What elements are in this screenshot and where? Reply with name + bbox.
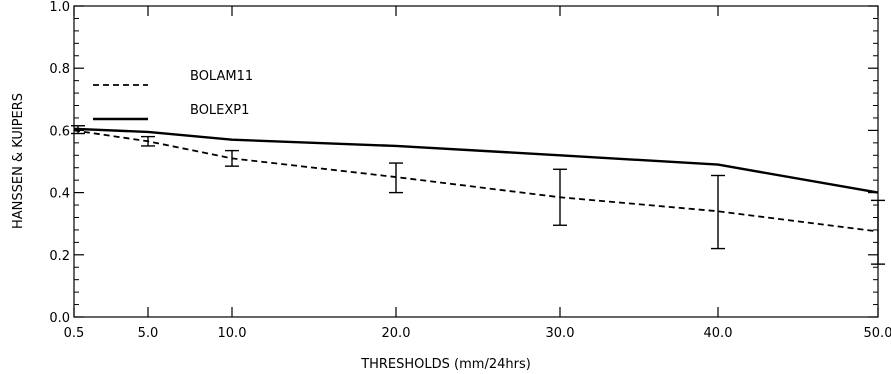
legend-label-bolexp1: BOLEXP1: [190, 103, 249, 118]
y-tick-label: 0.6: [49, 124, 70, 139]
x-tick-label: 40.0: [704, 326, 733, 341]
x-axis-title: THRESHOLDS (mm/24hrs): [360, 357, 531, 372]
x-tick-label: 10.0: [218, 326, 247, 341]
x-tick-label: 0.5: [64, 326, 85, 341]
series-line-bolam11: [73, 129, 879, 233]
x-tick-label: 20.0: [382, 326, 411, 341]
plot-frame: [73, 5, 879, 318]
x-tick-label: 50.0: [864, 326, 891, 341]
y-tick-label: 0.8: [49, 62, 70, 77]
y-tick-label: 0.0: [49, 311, 70, 326]
legend-label-bolam11: BOLAM11: [190, 69, 253, 84]
y-tick-label: 0.2: [49, 249, 70, 264]
legend: BOLAM11 BOLEXP1: [93, 69, 253, 121]
y-axis-title: HANSSEN & KUIPERS: [11, 93, 26, 229]
y-tick-label: 0.4: [49, 187, 70, 202]
x-tick-label: 5.0: [138, 326, 159, 341]
x-ticks: 0.5 5.0 10.0 20.0 30.0 40.0 50.0: [64, 6, 891, 341]
y-tick-label: 1.0: [49, 0, 70, 15]
series-layer: [71, 125, 885, 265]
series-line-bolexp1: [73, 127, 879, 194]
y-ticks: 0.0 0.2 0.4 0.6 0.8 1.0: [49, 0, 878, 326]
x-tick-label: 30.0: [546, 326, 575, 341]
